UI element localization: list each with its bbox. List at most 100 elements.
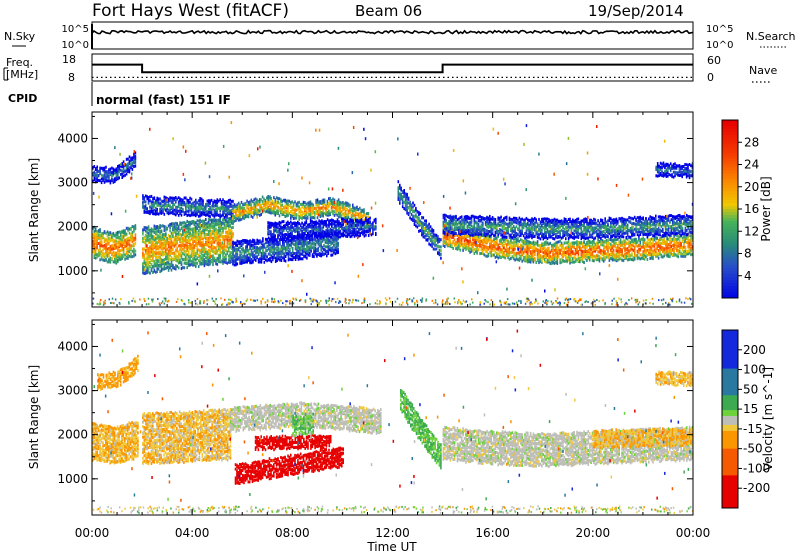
heatmap-cell [331, 249, 334, 253]
heatmap-cell [307, 250, 310, 254]
heatmap-cell [322, 212, 324, 216]
heatmap-cell [225, 206, 227, 210]
heatmap-cell [106, 235, 109, 239]
heatmap-cell [233, 215, 236, 219]
heatmap-cell [152, 212, 154, 216]
heatmap-cell [156, 245, 158, 249]
heatmap-cell [580, 258, 583, 262]
heatmap-cell [227, 199, 230, 203]
heatmap-cell [193, 249, 196, 253]
heatmap-cell [232, 216, 234, 220]
heatmap-cell [295, 213, 298, 217]
heatmap-cell [336, 231, 339, 235]
heatmap-cell [247, 210, 250, 214]
heatmap-cell [160, 267, 163, 271]
heatmap-cell [292, 208, 295, 212]
heatmap-cell [356, 218, 359, 222]
heatmap-cell [167, 199, 170, 203]
heatmap-cell [185, 204, 187, 208]
heatmap-cell [225, 209, 227, 213]
heatmap-cell [256, 250, 258, 253]
heatmap-cell [352, 227, 354, 231]
heatmap-cell [277, 248, 280, 252]
heatmap-cell [515, 239, 518, 243]
heatmap-cell [230, 214, 233, 218]
heatmap-cell [240, 217, 243, 221]
heatmap-cell [333, 224, 336, 228]
heatmap-cell [285, 201, 288, 205]
heatmap-cell [206, 242, 209, 246]
heatmap-cell [130, 232, 132, 236]
heatmap-cell [346, 225, 349, 229]
heatmap-cell [216, 201, 219, 205]
noise-search-label: N.Search [746, 30, 796, 43]
heatmap-cell [227, 211, 230, 215]
heatmap-cell [306, 249, 308, 253]
heatmap-cell [574, 259, 577, 263]
heatmap-cell [291, 214, 293, 218]
heatmap-cell [205, 262, 207, 266]
heatmap-cell [260, 207, 262, 211]
heatmap-cell [94, 248, 97, 252]
heatmap-cell [122, 174, 125, 178]
heatmap-cell [363, 213, 365, 217]
heatmap-cell [550, 262, 553, 266]
heatmap-cell [422, 229, 425, 233]
heatmap-cell [127, 251, 129, 254]
heatmap-cell [149, 261, 151, 265]
heatmap-cell [479, 244, 481, 248]
heatmap-cell [323, 206, 326, 210]
heatmap-cell [160, 250, 163, 254]
heatmap-cell [541, 247, 543, 251]
heatmap-cell [217, 218, 220, 222]
heatmap-cell [462, 242, 464, 246]
heatmap-cell [328, 224, 330, 228]
heatmap-cell [146, 268, 148, 272]
heatmap-cell [310, 249, 312, 253]
heatmap-cell [189, 234, 191, 238]
heatmap-cell [189, 214, 191, 218]
heatmap-cell [249, 239, 251, 243]
heatmap-cell [403, 194, 405, 198]
heatmap-cell [99, 244, 101, 248]
heatmap-cell [472, 244, 474, 247]
heatmap-cell [413, 223, 416, 226]
heatmap-cell [182, 225, 184, 229]
heatmap-cell [546, 260, 549, 264]
heatmap-cell [321, 219, 323, 223]
beam-label: Beam 06 [355, 2, 422, 20]
heatmap-cell [482, 239, 484, 242]
heatmap-cell [243, 213, 246, 217]
heatmap-cell [291, 211, 293, 215]
heatmap-cell [94, 242, 97, 246]
heatmap-cell [250, 258, 253, 261]
heatmap-cell [288, 212, 291, 216]
heatmap-cell [322, 209, 324, 213]
heatmap-cell [451, 242, 453, 246]
heatmap-cell [124, 238, 126, 242]
heatmap-cell [149, 195, 151, 199]
heatmap-cell [315, 212, 317, 215]
heatmap-cell [515, 244, 518, 247]
heatmap-cell [336, 251, 338, 255]
heatmap-cell [335, 220, 337, 224]
heatmap-cell [207, 199, 210, 203]
heatmap-cell [180, 223, 183, 227]
heatmap-cell [449, 239, 452, 243]
heatmap-cell [331, 224, 333, 227]
heatmap-cell [527, 248, 529, 252]
heatmap-cell [401, 205, 404, 209]
heatmap-cell [527, 258, 529, 262]
heatmap-cell [362, 227, 364, 231]
heatmap-cell [242, 203, 244, 207]
heatmap-cell [479, 252, 481, 256]
heatmap-cell [573, 241, 575, 245]
heatmap-cell [566, 241, 568, 245]
heatmap-cell [366, 215, 368, 219]
heatmap-cell [209, 207, 211, 211]
heatmap-cell [296, 244, 298, 248]
heatmap-cell [203, 253, 206, 257]
heatmap-cell [117, 233, 119, 237]
heatmap-cell [163, 198, 166, 202]
heatmap-cell [157, 239, 160, 243]
